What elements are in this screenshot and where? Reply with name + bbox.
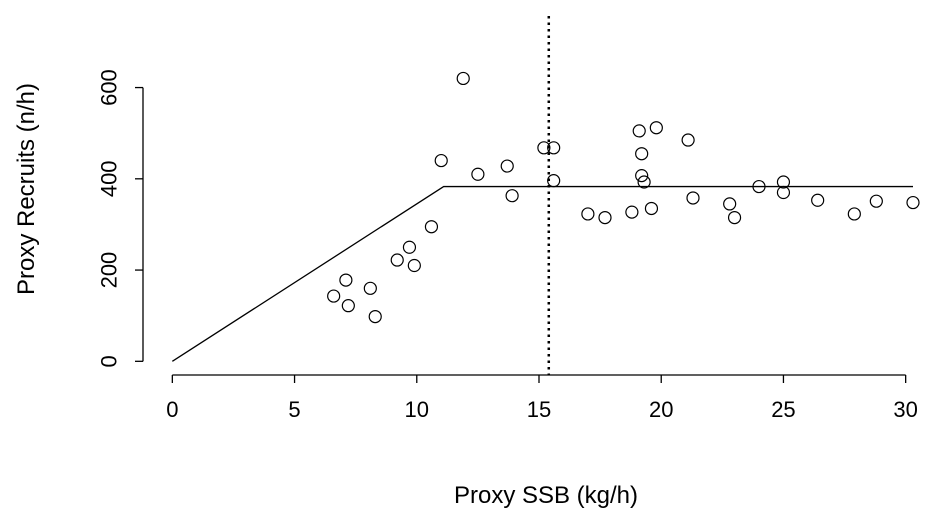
scatter-point [547,141,561,155]
scatter-point [598,210,612,225]
scatter-point [635,169,649,183]
x-tick-label: 5 [288,397,300,422]
scatter-point [424,220,439,234]
y-axis-title: Proxy Recruits (n/h) [13,83,40,295]
x-axis-title: Proxy SSB (kg/h) [454,482,638,509]
scatter-point [471,167,485,181]
scatter-point [434,153,448,168]
scatter-point [637,175,651,189]
scatter-point [723,197,737,211]
y-tick-label: 600 [97,69,122,106]
scatter-point [681,133,695,147]
scatter-point [644,201,659,216]
x-axis-ticks: 0 5 10 15 20 25 30 [166,375,918,422]
scatter-point [632,124,646,138]
scatter-point [537,141,551,155]
scatter-point [649,121,663,135]
scatter-point [635,147,649,161]
scatter-point [869,194,883,208]
scatter-point [752,179,766,194]
scatter-point [505,189,519,203]
scatter-point [341,299,355,313]
scatter-point [500,159,514,173]
y-tick-label: 200 [97,252,122,289]
plot-area: 0 5 10 15 20 25 30 0 200 400 600 [97,16,920,422]
scatter-point [811,193,825,207]
scatter-point [368,310,382,324]
x-tick-label: 30 [893,397,917,422]
scatter-point [625,205,639,219]
scatter-point [407,258,421,273]
scatter-point [686,191,700,205]
scatter-point [339,273,353,287]
data-points [327,71,920,324]
x-tick-label: 0 [166,397,178,422]
scatter-point [456,71,470,86]
scatter-point [776,185,791,200]
scatter-point [847,207,861,221]
x-tick-label: 25 [771,397,795,422]
scatter-point [547,174,561,188]
y-axis-ticks: 0 200 400 600 [97,69,143,367]
scatter-point [390,253,404,267]
scatter-point [327,289,341,303]
scatter-point [402,240,417,254]
x-tick-label: 15 [527,397,551,422]
segmented-fit-line [171,185,913,362]
scatter-point [581,207,595,221]
scatter-point [776,175,791,189]
scatter-point [727,210,742,225]
y-tick-label: 400 [97,160,122,197]
y-tick-label: 0 [97,355,122,367]
x-tick-label: 10 [405,397,429,422]
scatter-point [906,195,920,210]
scatter-point [363,281,377,295]
x-tick-label: 20 [649,397,673,422]
